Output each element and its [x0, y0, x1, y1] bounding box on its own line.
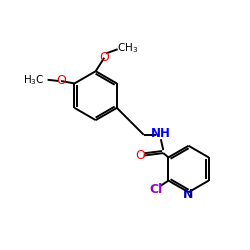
- Text: N: N: [183, 188, 194, 201]
- Text: O: O: [135, 149, 145, 162]
- Text: NH: NH: [151, 127, 171, 140]
- Text: Cl: Cl: [150, 183, 163, 196]
- Text: H$_3$C: H$_3$C: [24, 73, 45, 87]
- Text: CH$_3$: CH$_3$: [117, 41, 139, 55]
- Text: O: O: [99, 51, 109, 64]
- Text: O: O: [56, 74, 66, 88]
